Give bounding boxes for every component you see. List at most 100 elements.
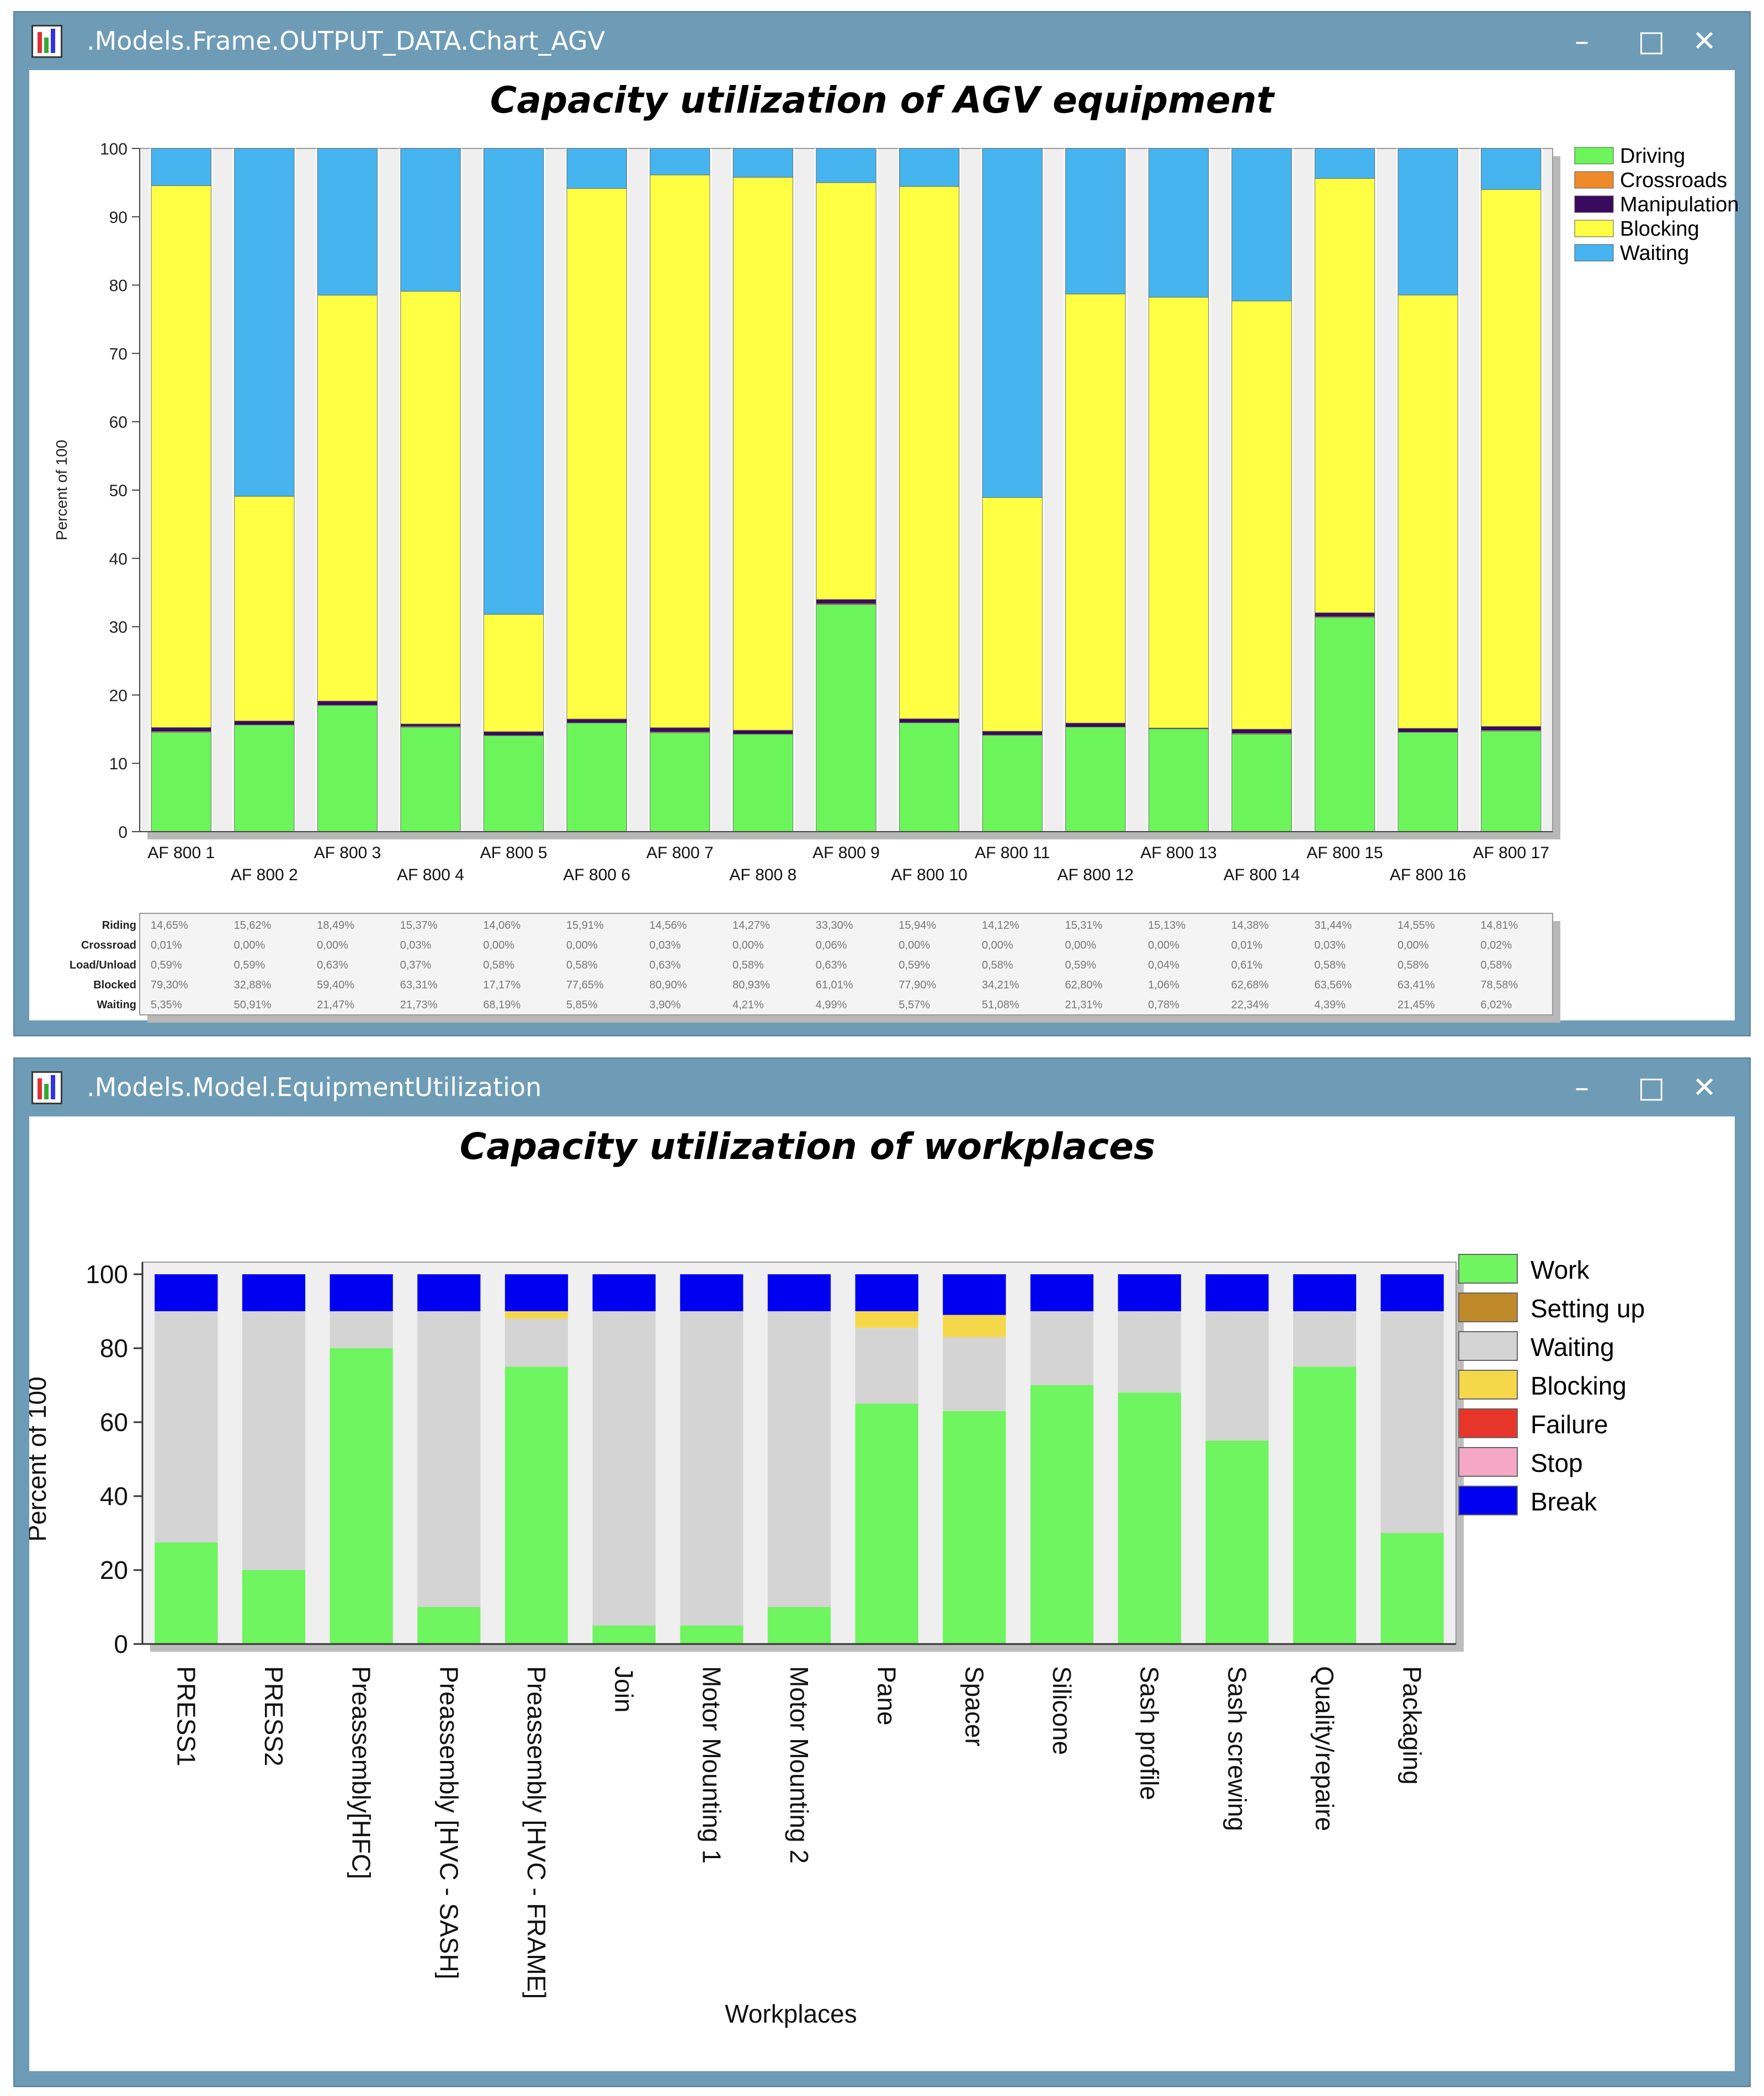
y-tick-label: 100 (100, 140, 127, 158)
title-bar[interactable]: .Models.Frame.OUTPUT_DATA.Chart_AGV – □ … (15, 13, 1749, 70)
bar-segment-break (155, 1274, 218, 1311)
bar-segment-blocking (1148, 297, 1209, 728)
table-cell: 14,27% (732, 919, 770, 932)
x-tick-label: Silicone (1048, 1666, 1076, 1755)
bar-segment-blocking (1398, 295, 1458, 729)
app-icon (31, 25, 62, 58)
legend-label: Waiting (1620, 242, 1689, 265)
y-tick-label: 60 (109, 413, 127, 432)
bar-segment-waiting (317, 148, 378, 296)
bar-segment-work (943, 1411, 1006, 1644)
bar-segment-waiting (1205, 1311, 1269, 1441)
bar-segment-work (680, 1625, 743, 1644)
table-cell: 1,06% (1148, 979, 1179, 991)
x-tick-label: AF 800 5 (480, 844, 548, 862)
table-cell: 0,58% (1480, 959, 1512, 971)
y-tick-label: 70 (109, 345, 127, 363)
minimize-button[interactable]: – (1575, 25, 1589, 58)
window-title: .Models.Model.EquipmentUtilization (87, 1072, 542, 1102)
bar-segment-manipulation (317, 700, 378, 706)
bar-segment-work (767, 1607, 831, 1644)
bar-segment-waiting (417, 1311, 481, 1607)
bar-segment-manipulation (483, 731, 544, 736)
bar-segment-blocking (151, 185, 212, 728)
bar-segment-waiting (1231, 148, 1292, 301)
table-cell: 0,00% (899, 939, 930, 951)
table-cell: 14,65% (151, 919, 188, 932)
table-cell: 0,03% (400, 939, 432, 951)
x-tick-label: AF 800 1 (147, 844, 215, 862)
title-bar[interactable]: .Models.Model.EquipmentUtilization – □ ✕ (15, 1059, 1749, 1116)
bar-segment-manipulation (151, 727, 212, 732)
bar-segment-waiting (816, 148, 876, 183)
table-cell: 0,78% (1148, 999, 1179, 1011)
bar-segment-blocking (982, 497, 1043, 732)
table-cell: 15,31% (1065, 919, 1102, 932)
bar-segment-work (155, 1542, 218, 1644)
bar-segment-waiting (330, 1311, 393, 1348)
bar-segment-driving (400, 726, 461, 832)
bar-segment-driving (1148, 728, 1209, 832)
bar-segment-work (504, 1366, 568, 1644)
table-cell: 15,62% (234, 919, 272, 932)
table-cell: 6,02% (1480, 999, 1512, 1011)
table-cell: 0,00% (1398, 939, 1429, 951)
bar-segment-driving (732, 733, 794, 832)
table-row-label: Waiting (97, 999, 136, 1011)
y-tick-label: 20 (109, 687, 127, 705)
table-cell: 0,58% (982, 959, 1013, 971)
bar-segment-manipulation (982, 731, 1043, 736)
close-button[interactable]: ✕ (1692, 1071, 1717, 1104)
x-tick-label: PRESS2 (259, 1666, 288, 1767)
table-cell: 17,17% (483, 979, 520, 991)
x-tick-label: AF 800 3 (314, 844, 381, 862)
bar-segment-waiting (982, 148, 1043, 498)
table-cell: 0,00% (234, 939, 265, 951)
bar-segment-break (592, 1274, 656, 1311)
table-cell: 32,88% (234, 979, 272, 991)
bar-segment-work (330, 1348, 393, 1644)
bar-segment-blocking (1314, 178, 1375, 613)
table-cell: 0,63% (816, 959, 847, 971)
legend-label: Driving (1620, 145, 1685, 168)
maximize-button[interactable]: □ (1638, 25, 1665, 58)
x-tick-label: Packaging (1398, 1666, 1427, 1785)
close-button[interactable]: ✕ (1692, 25, 1717, 58)
bar-segment-work (1205, 1440, 1269, 1644)
bar-segment-manipulation (816, 599, 876, 604)
y-tick-label: 20 (100, 1556, 128, 1584)
bar-segment-break (767, 1274, 831, 1311)
bar-segment-break (1293, 1274, 1357, 1311)
bar-segment-waiting (1314, 148, 1375, 179)
table-cell: 21,73% (400, 999, 438, 1011)
bar-segment-driving (151, 731, 212, 832)
bar-segment-waiting (242, 1311, 306, 1570)
bar-segment-waiting (1380, 1311, 1444, 1533)
x-tick-label: AF 800 11 (975, 844, 1050, 862)
x-tick-label: Motor Mounting 2 (785, 1666, 814, 1864)
legend-label: Work (1531, 1256, 1590, 1284)
bar-segment-blocking (1231, 300, 1292, 730)
x-tick-label: AF 800 4 (397, 866, 464, 884)
bar-segment-break (1380, 1274, 1444, 1311)
minimize-button[interactable]: – (1575, 1071, 1589, 1104)
bar-segment-break (1205, 1274, 1269, 1311)
bar-segment-driving (650, 732, 710, 832)
bar-segment-manipulation (1065, 722, 1126, 727)
legend-label: Blocking (1531, 1371, 1627, 1400)
y-tick-label: 60 (100, 1408, 128, 1437)
x-tick-label: AF 800 15 (1306, 844, 1383, 862)
table-cell: 14,12% (982, 919, 1019, 932)
bar-segment-manipulation (234, 720, 295, 726)
y-tick-label: 40 (109, 550, 127, 568)
y-tick-label: 80 (100, 1334, 128, 1363)
table-cell: 21,31% (1065, 999, 1102, 1011)
workplaces-chart: 0 20 40 60 80 100 Percent of 100 PRESS1 PRESS2 Pr… (29, 1254, 1645, 2028)
maximize-button[interactable]: □ (1638, 1071, 1665, 1104)
bar-segment-work (242, 1570, 306, 1644)
app-icon (31, 1071, 62, 1104)
bar-segment-break (504, 1274, 568, 1311)
bar-segment-waiting (483, 148, 544, 615)
table-cell: 22,34% (1231, 999, 1269, 1011)
x-tick-label: AF 800 2 (231, 866, 298, 884)
